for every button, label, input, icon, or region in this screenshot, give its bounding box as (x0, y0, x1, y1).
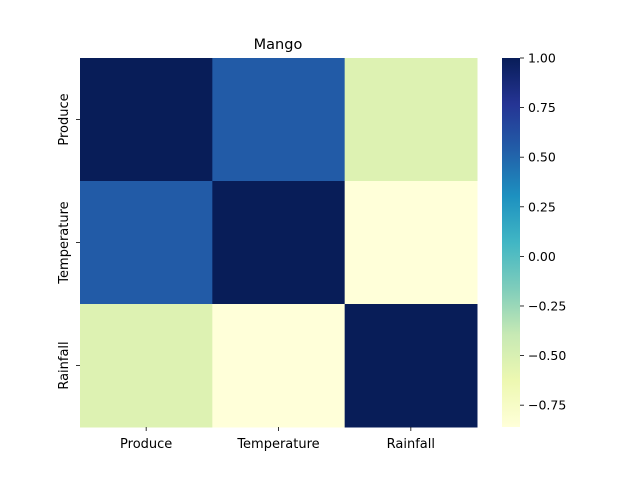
heatmap-cell-1-2 (212, 58, 346, 182)
y-tick-label: Rainfall (57, 341, 72, 389)
heatmap-cell-3-1 (80, 304, 213, 428)
y-tick-labels: Produce Temperature Rainfall (57, 93, 80, 390)
colorbar-tick-label: 0.00 (528, 249, 556, 264)
colorbar-tick-label: 0.25 (528, 199, 556, 214)
heatmap-cell-2-3 (344, 181, 478, 305)
colorbar: 1.00 0.75 0.50 0.25 0.00 −0.25 −0.50 −0.75 (502, 51, 566, 427)
x-tick-labels: Produce Temperature Rainfall (120, 427, 435, 452)
heatmap-cell-2-2 (212, 181, 346, 305)
colorbar-tick-label: 1.00 (528, 51, 556, 66)
heatmap-cell-3-3 (344, 304, 478, 428)
x-tick-label: Produce (120, 437, 172, 452)
colorbar-tick-label: 0.75 (528, 100, 556, 115)
heatmap-cell-3-2 (212, 304, 346, 428)
y-tick-label: Temperature (57, 201, 72, 284)
colorbar-tick-label: −0.25 (528, 298, 566, 313)
x-tick-label: Rainfall (387, 437, 435, 452)
colorbar-tick-label: −0.75 (528, 398, 566, 413)
chart-title: Mango (254, 37, 303, 53)
y-tick-label: Produce (57, 93, 72, 145)
colorbar-ticks: 1.00 0.75 0.50 0.25 0.00 −0.25 −0.50 −0.75 (520, 51, 566, 413)
colorbar-tick-label: 0.50 (528, 150, 556, 165)
x-tick-label: Temperature (236, 437, 319, 452)
heatmap-cell-1-1 (80, 58, 213, 182)
heatmap-cell-2-1 (80, 181, 213, 305)
heatmap-cell-1-3 (344, 58, 478, 182)
colorbar-tick-label: −0.50 (528, 348, 566, 363)
heatmap-cells (80, 58, 478, 428)
colorbar-gradient (502, 58, 520, 427)
